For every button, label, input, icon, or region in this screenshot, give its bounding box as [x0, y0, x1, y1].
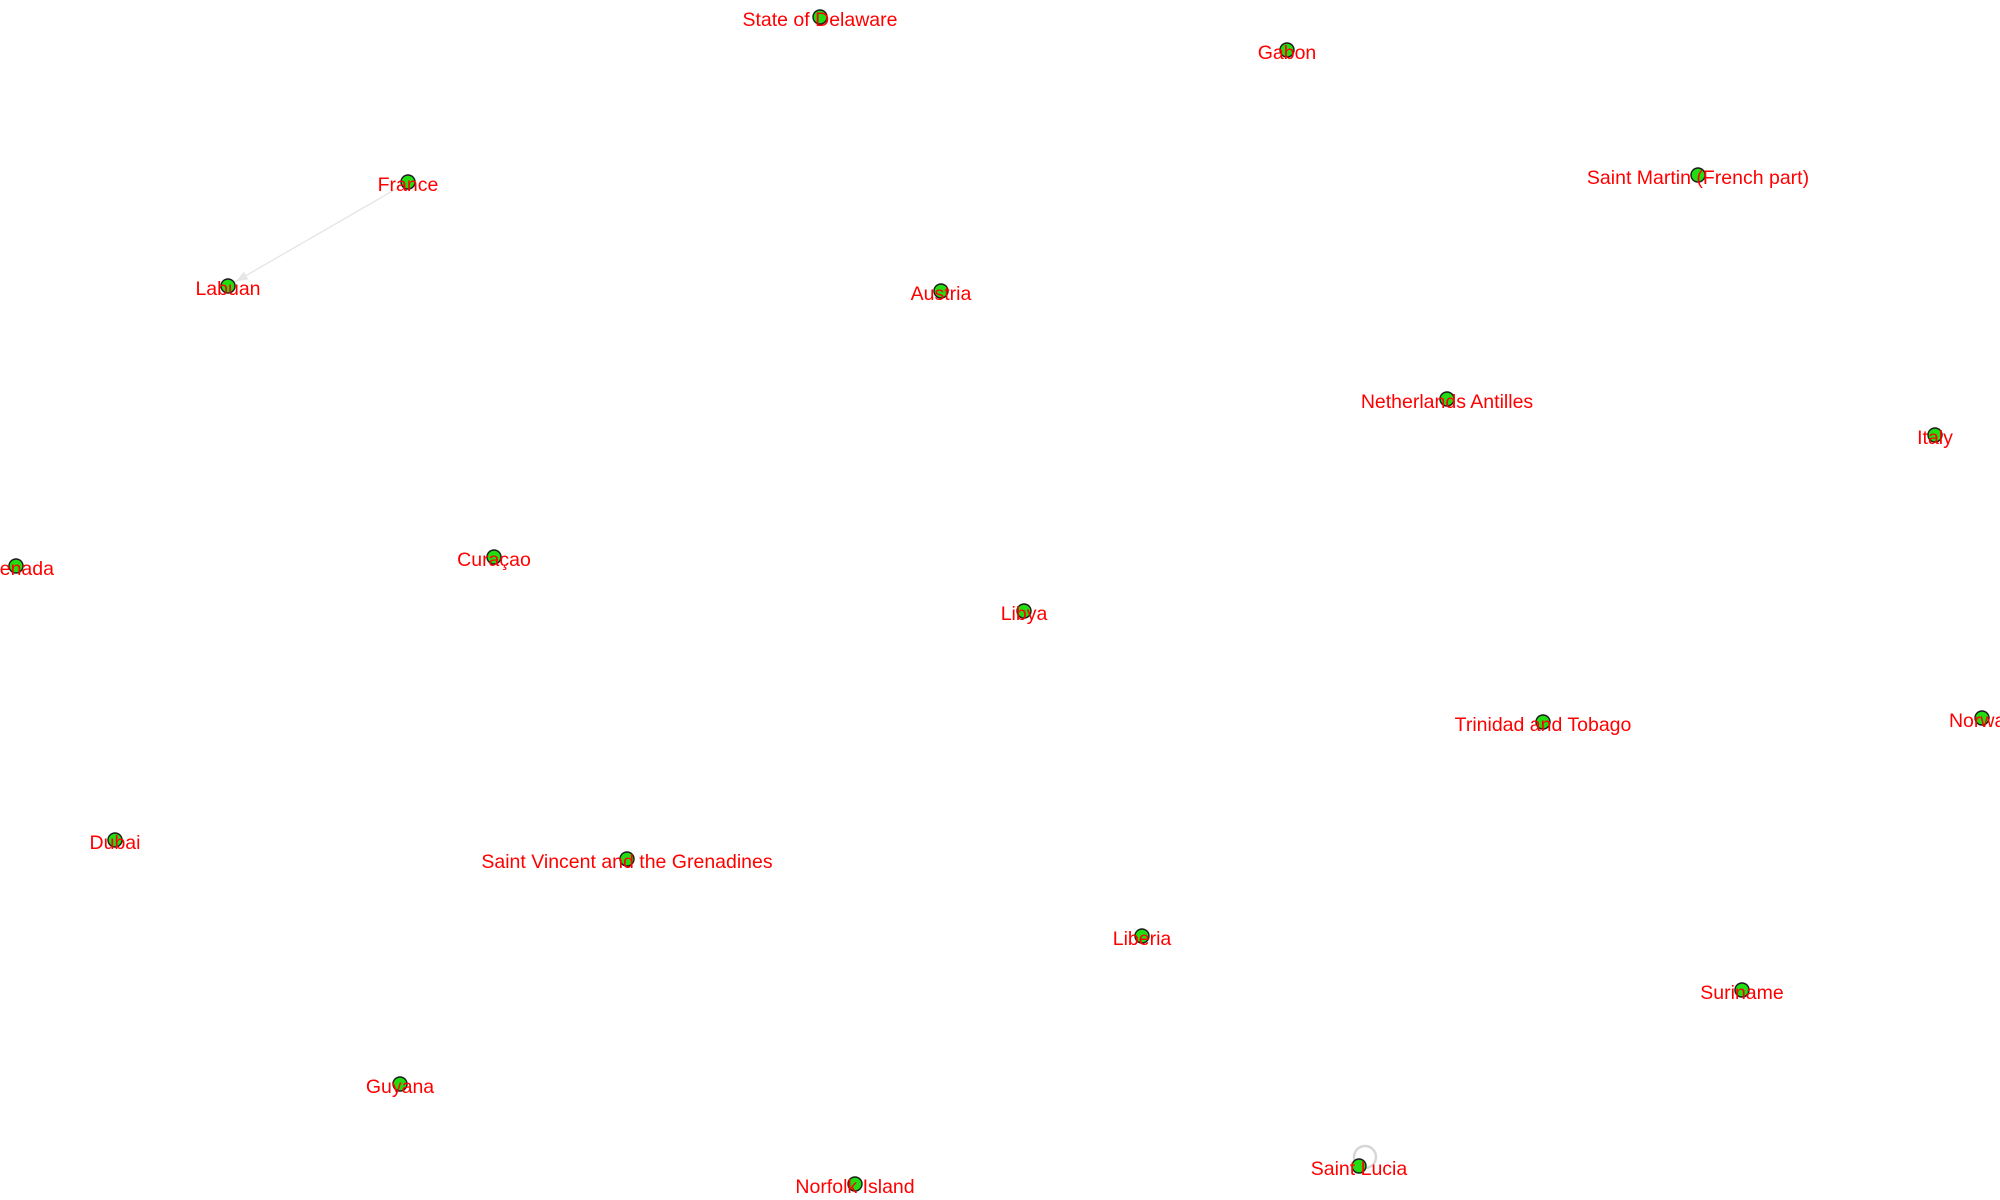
- node-dubai[interactable]: [107, 832, 123, 848]
- node-italy[interactable]: [1927, 427, 1943, 443]
- node-label-curacao: Curaçao: [457, 549, 531, 571]
- node-label-suriname: Suriname: [1700, 982, 1783, 1004]
- node-label-dubai: Dubai: [90, 832, 141, 854]
- node-norfolk-island[interactable]: [847, 1176, 863, 1192]
- node-label-guyana: Guyana: [366, 1076, 434, 1098]
- node-france[interactable]: [400, 174, 416, 190]
- node-label-austria: Austria: [911, 283, 972, 305]
- node-label-norfolk-island: Norfolk Island: [795, 1176, 914, 1198]
- node-label-saint-vincent: Saint Vincent and the Grenadines: [481, 851, 773, 873]
- node-libya[interactable]: [1016, 603, 1032, 619]
- node-label-labuan: Labuan: [195, 278, 260, 300]
- node-saint-lucia[interactable]: [1351, 1158, 1367, 1174]
- node-label-libya: Libya: [1001, 603, 1048, 625]
- node-state-of-delaware[interactable]: [812, 9, 828, 25]
- node-label-france: France: [378, 174, 439, 196]
- node-trinidad-and-tobago[interactable]: [1535, 714, 1551, 730]
- node-netherlands-antilles[interactable]: [1439, 391, 1455, 407]
- edge-arrowhead-labuan: [235, 271, 249, 282]
- nodes-layer: [8, 9, 1990, 1192]
- edge-france-to-labuan: [227, 181, 409, 287]
- edges-layer: [227, 181, 409, 287]
- labels-layer: State of Delaware Gabon France Saint Martin…: [0, 9, 2000, 1198]
- node-label-netherlands-antilles: Netherlands Antilles: [1361, 391, 1534, 413]
- node-gabon[interactable]: [1279, 42, 1295, 58]
- node-label-saint-lucia: Saint Lucia: [1311, 1158, 1408, 1180]
- node-liberia[interactable]: [1134, 928, 1150, 944]
- node-label-saint-martin: Saint Martin (French part): [1587, 167, 1809, 189]
- node-label-norway: Norway: [1949, 710, 2000, 732]
- node-label-italy: Italy: [1917, 427, 1953, 449]
- node-suriname[interactable]: [1734, 982, 1750, 998]
- node-label-state-of-delaware: State of Delaware: [742, 9, 897, 31]
- node-label-trinidad-and-tobago: Trinidad and Tobago: [1455, 714, 1632, 736]
- node-label-gabon: Gabon: [1258, 42, 1317, 64]
- node-grenada[interactable]: [8, 558, 24, 574]
- node-norway[interactable]: [1974, 710, 1990, 726]
- node-saint-martin[interactable]: [1690, 167, 1706, 183]
- node-saint-vincent[interactable]: [619, 851, 635, 867]
- node-austria[interactable]: [933, 283, 949, 299]
- node-labuan[interactable]: [220, 278, 236, 294]
- node-label-grenada: Grenada: [0, 558, 54, 580]
- node-curacao[interactable]: [486, 549, 502, 565]
- node-label-liberia: Liberia: [1113, 928, 1172, 950]
- node-guyana[interactable]: [392, 1076, 408, 1092]
